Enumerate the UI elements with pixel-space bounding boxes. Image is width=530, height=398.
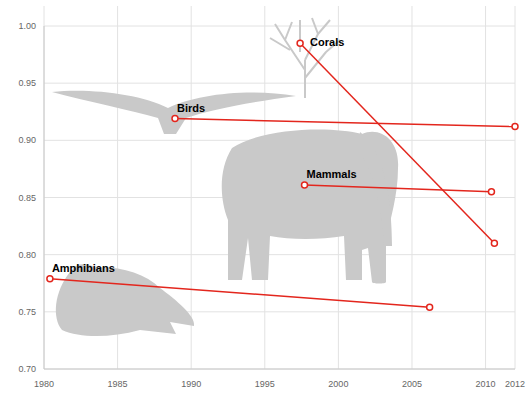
y-tick-label: 0.75 (18, 307, 36, 317)
grid (44, 6, 515, 369)
elephant-silhouette (222, 130, 398, 284)
series-labels: Corals Birds Mammals Amphibians (52, 36, 357, 274)
chart-svg: 1980 1985 1990 1995 2000 2005 2010 2012 0.70 0.75… (0, 0, 530, 398)
bird-silhouette (52, 91, 296, 134)
series-line (305, 185, 492, 192)
x-grid-line (515, 6, 516, 369)
point-marker (172, 116, 178, 122)
y-grid-line (44, 369, 515, 370)
x-tick-label: 2000 (328, 379, 348, 389)
x-tick-label: 2005 (402, 379, 422, 389)
series-line (50, 279, 430, 308)
x-tick-label: 1990 (181, 379, 201, 389)
point-marker (427, 304, 433, 310)
coral-silhouette (270, 18, 340, 98)
point-marker (488, 189, 494, 195)
y-grid-line (44, 254, 515, 255)
x-tick-label: 1980 (34, 379, 54, 389)
x-axis-line (44, 369, 515, 370)
elephant-ear (358, 132, 392, 246)
y-tick-label: 0.95 (18, 78, 36, 88)
series-line (300, 43, 494, 243)
point-marker (47, 276, 53, 282)
y-axis-line (44, 26, 45, 369)
y-grid-line (44, 83, 515, 84)
series-label: Mammals (307, 168, 357, 180)
tick-labels: 1980 1985 1990 1995 2000 2005 2010 2012 0.70 0.75… (18, 21, 525, 389)
series-line (175, 119, 515, 127)
chart-container: 1980 1985 1990 1995 2000 2005 2010 2012 0.70 0.75… (0, 0, 530, 398)
x-tick-label: 2010 (476, 379, 496, 389)
y-tick-label: 0.90 (18, 135, 36, 145)
x-grid-line (411, 6, 412, 369)
x-grid-line (485, 6, 486, 369)
point-marker (297, 40, 303, 46)
y-tick-label: 0.80 (18, 250, 36, 260)
y-tick-label: 0.70 (18, 364, 36, 374)
x-grid-line (191, 6, 192, 369)
silhouettes (52, 18, 398, 336)
point-marker (491, 240, 497, 246)
x-tick-label: 1985 (108, 379, 128, 389)
y-grid-line (44, 26, 515, 27)
point-marker (512, 124, 518, 130)
data-group (47, 40, 518, 310)
series-label: Birds (177, 102, 205, 114)
x-tick-label: 2012 (505, 379, 525, 389)
series-label: Corals (310, 36, 344, 48)
series-label: Amphibians (52, 262, 115, 274)
y-tick-label: 0.85 (18, 193, 36, 203)
y-tick-label: 1.00 (18, 21, 36, 31)
x-tick-label: 1995 (255, 379, 275, 389)
x-grid-line (44, 6, 45, 369)
point-marker (302, 182, 308, 188)
